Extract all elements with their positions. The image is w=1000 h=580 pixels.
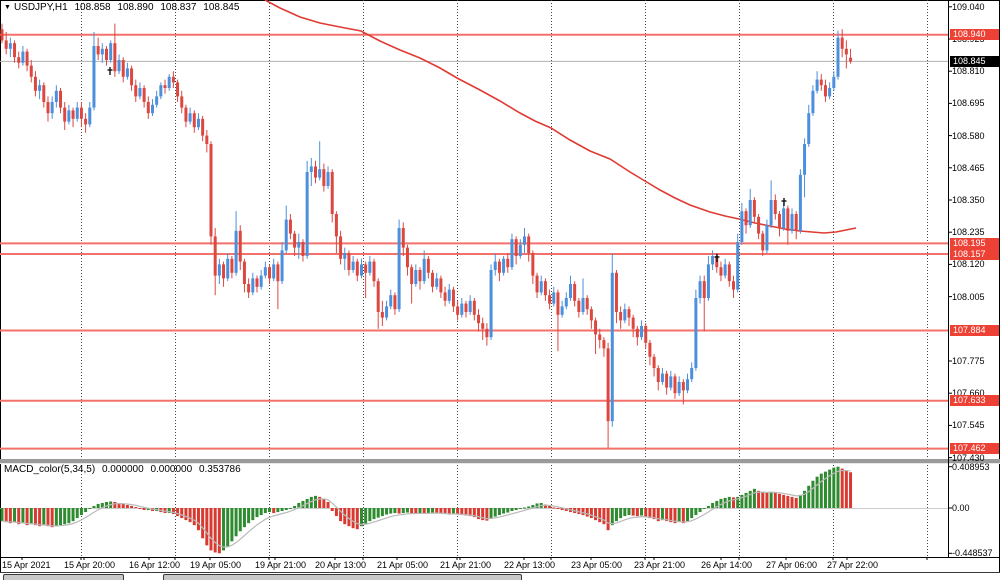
time-axis-label: 21 Apr 05:00 bbox=[377, 560, 429, 570]
time-axis-label: 26 Apr 14:00 bbox=[701, 560, 753, 570]
macd-histogram bbox=[0, 466, 853, 554]
ohlc-close: 108.845 bbox=[203, 2, 240, 13]
candles-group[interactable] bbox=[0, 23, 853, 448]
price-axis-label: 108.810 bbox=[952, 66, 985, 77]
time-axis-label: 21 Apr 21:00 bbox=[440, 560, 492, 570]
symbol-header: ▼ USDJPY,H1 108.858 108.890 108.837 108.8… bbox=[4, 2, 243, 13]
price-axis-label: 108.695 bbox=[952, 98, 985, 109]
time-axis-label: 20 Apr 13:00 bbox=[315, 560, 367, 570]
time-axis-label: 19 Apr 21:00 bbox=[255, 560, 307, 570]
time-axis-label: 27 Apr 22:00 bbox=[827, 560, 879, 570]
price-axis-label: 107.775 bbox=[952, 356, 985, 366]
taskbar-edge bbox=[0, 573, 1000, 580]
ohlc-high: 108.890 bbox=[117, 2, 154, 13]
price-axis-label: 107.545 bbox=[952, 420, 985, 431]
time-axis-label: 19 Apr 05:00 bbox=[190, 560, 242, 570]
ohlc-open: 108.858 bbox=[74, 2, 111, 13]
price-axis-label: 108.465 bbox=[952, 162, 985, 173]
price-axis-label: 108.005 bbox=[952, 291, 985, 302]
time-axis-label: 16 Apr 12:00 bbox=[129, 560, 181, 570]
price-axis-label: 108.350 bbox=[952, 195, 985, 205]
price-axis-label: 107.660 bbox=[952, 388, 985, 399]
indicator-axis-label: 0.00 bbox=[952, 503, 970, 513]
price-axis-label: 108.120 bbox=[952, 259, 985, 270]
time-axis-label: 22 Apr 13:00 bbox=[504, 560, 556, 570]
macd-signal-line bbox=[1, 469, 851, 548]
price-axis-label: 108.580 bbox=[952, 130, 985, 141]
indicator-value-2: 0.000000 bbox=[150, 464, 193, 475]
indicator-value-1: 0.000000 bbox=[101, 464, 144, 475]
level-price-badge: 108.940 bbox=[950, 29, 999, 41]
time-axis-label: 15 Apr 20:00 bbox=[64, 560, 116, 570]
time-axis-label: 27 Apr 06:00 bbox=[766, 560, 818, 570]
time-axis-label: 23 Apr 21:00 bbox=[634, 560, 686, 570]
current-price-badge: 108.845 bbox=[950, 55, 999, 67]
symbol-label: USDJPY,H1 bbox=[13, 2, 68, 13]
time-axis-label: 23 Apr 05:00 bbox=[571, 560, 623, 570]
level-lines bbox=[0, 33, 948, 450]
indicator-name: MACD_color(5,34,5) bbox=[4, 464, 96, 475]
indicator-value-3: 0.353786 bbox=[198, 464, 241, 475]
panel-separator[interactable] bbox=[0, 459, 1000, 464]
level-price-badge: 107.884 bbox=[950, 324, 999, 336]
taskbar-button[interactable] bbox=[163, 574, 522, 580]
level-price-badge: 108.195 bbox=[950, 237, 999, 249]
price-axis-label: 108.235 bbox=[952, 227, 985, 238]
level-price-badge: 108.157 bbox=[950, 248, 999, 260]
level-price-badge: 107.462 bbox=[950, 443, 999, 455]
level-price-badge: 107.633 bbox=[950, 395, 999, 407]
time-axis-label: 15 Apr 2021 bbox=[2, 560, 51, 570]
chevron-down-icon[interactable]: ▼ bbox=[4, 4, 11, 11]
cross-markers bbox=[107, 67, 787, 262]
price-axis-label: 109.040 bbox=[952, 1, 985, 12]
price-axis-label: 107.430 bbox=[952, 452, 985, 463]
ohlc-low: 108.837 bbox=[160, 2, 197, 13]
indicator-axis-label: 0.408953 bbox=[952, 461, 990, 472]
taskbar-button[interactable] bbox=[3, 574, 124, 580]
indicator-header: MACD_color(5,34,5) 0.000000 0.000000 0.3… bbox=[4, 464, 245, 475]
indicator-axis-label: -0.448537 bbox=[952, 548, 993, 559]
axis-ticks bbox=[21, 6, 952, 560]
